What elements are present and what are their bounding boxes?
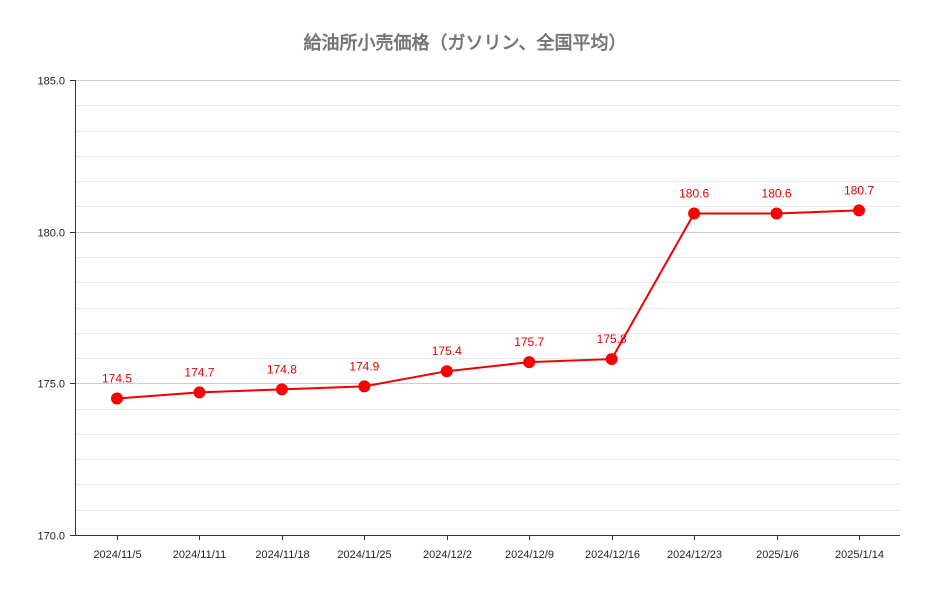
data-label: 174.5 [102, 372, 132, 386]
data-label: 180.6 [762, 186, 792, 200]
x-tick-label: 2024/11/18 [255, 549, 309, 561]
y-tick-label: 170.0 [37, 531, 65, 543]
data-point [770, 207, 783, 220]
data-point [605, 353, 618, 366]
data-labels: 174.5 174.7 174.8 174.9 175.4 175.7 175.8 180.6… [102, 183, 874, 385]
data-point [275, 383, 288, 396]
data-label: 175.4 [432, 344, 462, 358]
axes [75, 80, 900, 536]
series-line [116, 209, 860, 400]
x-tick-label: 2024/12/9 [505, 549, 554, 561]
data-point [358, 380, 371, 393]
chart-title: 給油所小売価格（ガソリン、全国平均） [304, 32, 627, 54]
y-tick-label: 180.0 [37, 228, 65, 240]
data-points [111, 204, 865, 405]
y-tick-label: 185.0 [37, 76, 65, 88]
x-tick-label: 2024/11/5 [93, 549, 141, 561]
data-point [111, 392, 123, 405]
minor-gridlines [75, 105, 900, 511]
x-tick-label: 2024/11/25 [337, 549, 391, 561]
x-tick-label: 2024/12/16 [585, 549, 640, 561]
x-tick-label: 2025/1/14 [835, 549, 884, 561]
y-tick-label: 175.0 [37, 379, 65, 391]
x-tick-label: 2025/1/6 [756, 549, 799, 561]
x-tick-label: 2024/11/11 [173, 549, 226, 561]
data-point [688, 207, 701, 220]
x-tick-label: 2024/12/23 [667, 549, 722, 561]
data-point [193, 386, 206, 399]
data-label: 180.6 [679, 186, 709, 200]
major-gridlines [75, 80, 900, 384]
data-label: 175.7 [514, 335, 544, 349]
data-label: 174.9 [349, 359, 379, 373]
data-point [853, 204, 865, 217]
data-label: 174.8 [267, 362, 297, 376]
data-label: 180.7 [844, 183, 874, 197]
series-price [116, 209, 860, 400]
y-axis-ticks: 170.0 175.0 180.0 185.0 [37, 76, 75, 543]
x-axis-ticks: 2024/11/5 2024/11/11 2024/11/18 2024/11/25 2… [93, 535, 884, 561]
data-point [523, 356, 536, 369]
data-label: 174.7 [184, 365, 214, 379]
data-point [440, 365, 453, 378]
x-tick-label: 2024/12/2 [423, 549, 472, 561]
data-label: 175.8 [597, 332, 627, 346]
